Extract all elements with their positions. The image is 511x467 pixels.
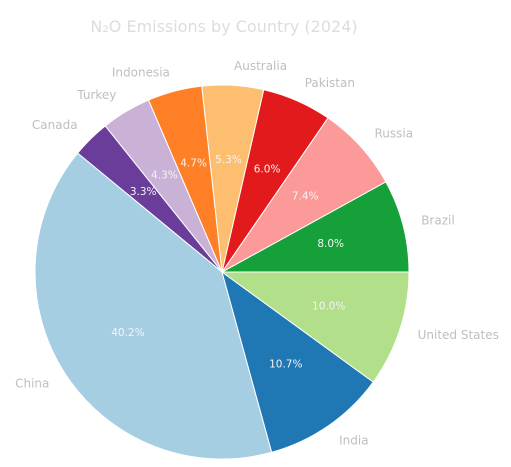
- category-label-brazil: Brazil: [421, 213, 455, 227]
- percent-label-pakistan: 6.0%: [254, 163, 281, 175]
- category-label-pakistan: Pakistan: [305, 76, 355, 90]
- category-label-turkey: Turkey: [76, 88, 116, 102]
- percent-label-australia: 5.3%: [215, 154, 242, 166]
- percent-label-india: 10.7%: [269, 358, 302, 370]
- percent-label-brazil: 8.0%: [317, 238, 344, 250]
- percent-label-russia: 7.4%: [292, 191, 319, 203]
- category-label-russia: Russia: [375, 126, 414, 140]
- percent-label-china: 40.2%: [111, 327, 144, 339]
- percent-labels: 8.0% 7.4% 6.0% 5.3% 4.7%4.3% 3.3% 40.2% 10.7% 10…: [111, 154, 345, 370]
- percent-label-canada: 3.3%: [130, 186, 157, 198]
- pie-slices: [34, 84, 410, 460]
- category-label-united-states: United States: [418, 328, 499, 342]
- category-label-china: China: [15, 377, 49, 391]
- pie-slice-india: [221, 270, 374, 453]
- percent-label-turkey: 4.3%: [151, 170, 178, 182]
- category-label-indonesia: Indonesia: [112, 66, 170, 80]
- category-labels: Brazil Russia Pakistan Australia Indonesia Tu…: [15, 59, 499, 448]
- chart-title: N₂O Emissions by Country (2024): [90, 17, 357, 36]
- pie-slice-brazil: [221, 181, 410, 273]
- pie-slice-china: [34, 152, 273, 460]
- percent-label-indonesia: 4.7%: [180, 158, 207, 170]
- category-label-canada: Canada: [32, 118, 78, 132]
- pie-slice-united-states: [220, 271, 410, 383]
- percent-label-united-states: 10.0%: [312, 301, 345, 313]
- category-label-india: India: [339, 434, 368, 448]
- category-label-australia: Australia: [234, 59, 287, 73]
